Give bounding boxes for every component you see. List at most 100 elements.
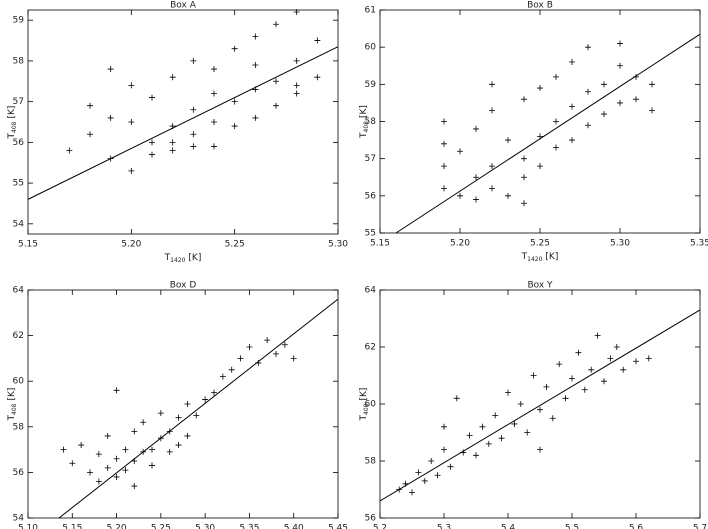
data-point [441,163,447,170]
data-point [149,139,155,146]
data-point [122,467,129,474]
plot-frame [27,9,339,235]
data-point [588,366,595,373]
data-point [447,463,454,470]
data-point [95,451,102,458]
data-point [193,412,200,419]
axis-label-sub: 1420 [170,257,185,264]
x-tick-label: 5.4 [501,524,516,529]
x-tick-label: 5.15 [18,240,38,250]
axis-label-sub: 408 [11,403,18,415]
axis-label: T408 [K] [7,388,19,422]
data-point [633,358,639,365]
data-point [421,477,428,484]
y-tick-label: 62 [365,343,376,353]
data-point [140,419,147,426]
data-point [78,442,85,449]
data-point [498,435,505,442]
data-point [617,99,623,106]
data-point [473,196,479,203]
panel: Box D 5.10 5.15 5.20 5.25 5.30 5.35 5.40 5.45 54 5… [7,281,349,529]
data-point [122,446,129,453]
axis-label-main: T [7,132,17,139]
y-tick-label: 59 [13,16,25,26]
y-tick-label: 58 [13,56,25,66]
y-tick-label: 56 [365,514,377,524]
axis-label: T408 [K] [359,105,371,139]
data-point [409,489,415,496]
data-point [131,428,138,435]
data-point [633,96,639,103]
data-point [231,123,238,130]
data-point [489,185,495,192]
axis-label: T1420 [K] [521,252,559,264]
x-tick-label: 5.10 [18,524,38,529]
data-point [521,155,527,162]
data-point [60,446,67,453]
data-point [489,81,495,88]
data-point [128,119,135,125]
data-point [505,192,511,199]
data-point [184,401,191,407]
data-point [489,107,495,114]
data-point [169,74,176,81]
y-tick-label: 56 [13,138,25,148]
x-tick-label: 5.2 [373,524,387,529]
data-point [211,66,217,73]
data-point [441,423,447,430]
axis-label-unit: [K] [545,252,558,262]
y-tick-label: 60 [13,377,25,387]
data-point [131,483,138,490]
data-point [473,452,479,459]
data-point [211,389,217,396]
data-point [87,131,93,138]
data-point [128,167,135,174]
panel-title: Box Y [527,281,553,291]
data-point [553,73,559,80]
panel: Box Y5.25.35.45.55.65.75658606264T1420[K… [359,281,708,529]
data-point [434,472,441,479]
data-point [252,61,259,68]
data-point [252,33,259,40]
data-point [149,94,155,101]
x-tick-label: 5.3 [437,524,451,529]
x-tick-label: 5.20 [450,239,470,249]
data-point [441,446,447,453]
x-tick-label: 5.25 [530,239,550,249]
axis-label-sub: 408 [11,121,18,133]
data-point [537,163,543,170]
data-point [211,143,217,150]
data-point [231,98,238,105]
plot-frame [379,289,701,519]
data-point [649,81,655,88]
data-point [530,372,537,379]
x-tick-label: 5.5 [565,524,579,529]
fit-line [58,298,339,519]
data-point [95,478,102,485]
x-tick-label: 5.30 [610,239,630,249]
data-point [273,102,279,109]
y-tick-label: 54 [13,219,25,229]
data-point [314,37,321,44]
data-point [252,114,259,121]
data-point [231,45,238,52]
data-point [479,423,486,430]
data-point [293,90,300,97]
data-point [169,139,176,146]
y-tick-label: 64 [13,286,25,296]
plot-frame [27,289,339,519]
data-point [585,44,591,51]
data-point [489,163,495,170]
data-point [441,185,447,192]
data-point [562,395,569,402]
data-point [184,432,191,439]
x-tick-label: 5.7 [693,524,707,529]
data-point [246,344,253,350]
y-tick-label: 55 [365,229,376,239]
data-point [149,151,155,158]
y-tick-label: 56 [365,191,377,201]
data-point [104,432,111,439]
data-point [166,448,173,455]
axis-label: T408 [K] [7,106,19,140]
